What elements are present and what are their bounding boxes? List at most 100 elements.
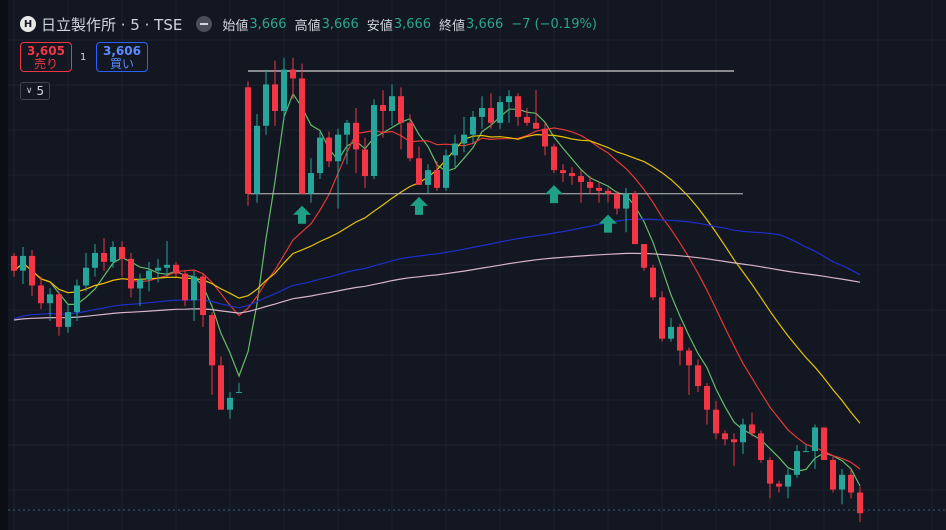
- candle-body: [407, 122, 413, 159]
- candle-body: [425, 170, 431, 185]
- buy-button[interactable]: 3,606 買い: [96, 42, 148, 72]
- candle: [443, 149, 449, 191]
- candle: [254, 113, 260, 203]
- arrow-up-icon: [410, 196, 428, 215]
- candle-body: [749, 424, 755, 434]
- candle: [47, 288, 53, 321]
- sell-label: 売り: [33, 57, 58, 71]
- candle-body: [65, 312, 71, 327]
- candle-body: [137, 279, 143, 289]
- candle: [857, 486, 863, 523]
- candle-body: [857, 492, 863, 514]
- close-label: 終値: [439, 18, 466, 34]
- candle-body: [578, 176, 584, 182]
- candle: [299, 63, 305, 194]
- candle-body: [605, 190, 611, 194]
- candle-body: [434, 170, 440, 188]
- candle-body: [29, 255, 35, 286]
- candle: [434, 161, 440, 191]
- candle-body: [812, 427, 818, 452]
- candle-body: [191, 276, 197, 301]
- candle-body: [686, 350, 692, 366]
- candle: [56, 291, 62, 336]
- candle: [137, 273, 143, 307]
- candle: [272, 60, 278, 126]
- candle: [128, 252, 134, 298]
- candle: [74, 279, 80, 321]
- change-value: −7 (−0.19%): [511, 16, 597, 32]
- candle-body: [533, 122, 539, 129]
- horizontal-lines: [248, 70, 743, 195]
- symbol-title[interactable]: 日立製作所 · 5 · TSE: [41, 15, 183, 34]
- high-label: 高値: [294, 18, 321, 34]
- candle: [380, 90, 386, 138]
- candle: [722, 430, 728, 446]
- candle: [749, 412, 755, 437]
- candle: [659, 291, 665, 342]
- candle: [830, 457, 836, 493]
- interval-dropdown[interactable]: ∨ 5: [20, 82, 50, 100]
- candle: [371, 99, 377, 180]
- candle: [785, 468, 791, 499]
- candle-body: [74, 285, 80, 313]
- candle: [29, 249, 35, 296]
- symbol-logo-icon: H: [20, 16, 36, 32]
- candle: [794, 445, 800, 478]
- legend-header: H 日立製作所 · 5 · TSE 始値 3,666 高値 3,666 安値 3,66…: [20, 12, 597, 36]
- candle-body: [821, 427, 827, 460]
- candle-body: [668, 326, 674, 339]
- candle: [83, 252, 89, 292]
- candle-body: [389, 96, 395, 111]
- candle-body: [848, 474, 854, 493]
- candle: [227, 391, 233, 419]
- candle-body: [362, 149, 368, 177]
- interval-value: 5: [36, 84, 45, 98]
- candle: [506, 90, 512, 123]
- candle-body: [479, 108, 485, 117]
- candle: [344, 119, 350, 165]
- candle-body: [308, 173, 314, 194]
- candle: [596, 181, 602, 203]
- candle-body: [722, 433, 728, 440]
- ohlc-values: 始値 3,666 高値 3,666 安値 3,666 終値 3,666 −7 (−0.1…: [222, 15, 597, 34]
- candle-body: [776, 483, 782, 487]
- ma-line-short: [13, 92, 861, 487]
- candle-body: [641, 244, 647, 268]
- candle: [614, 190, 620, 215]
- candle: [20, 247, 26, 284]
- candle-body: [731, 439, 737, 443]
- candle-body: [713, 409, 719, 434]
- minus-icon: [200, 23, 209, 25]
- candle-body: [236, 391, 242, 393]
- candle-body: [470, 116, 476, 135]
- open-label: 始値: [222, 18, 249, 34]
- open-value: 3,666: [249, 16, 287, 32]
- signal-markers: [293, 185, 617, 233]
- candle-body: [695, 365, 701, 387]
- candle-body: [263, 84, 269, 126]
- candle-body: [398, 96, 404, 123]
- candle: [101, 238, 107, 271]
- candle: [245, 81, 251, 206]
- candle: [740, 418, 746, 455]
- candle-body: [353, 122, 359, 150]
- candle: [416, 146, 422, 185]
- candle-body: [56, 294, 62, 327]
- candle: [578, 170, 584, 203]
- candle: [263, 69, 269, 135]
- candle-body: [650, 267, 656, 298]
- collapse-legend-button[interactable]: [196, 16, 213, 32]
- candle-body: [497, 102, 503, 123]
- arrow-up-icon: [599, 214, 617, 233]
- sell-price: 3,605: [27, 44, 65, 58]
- candle-body: [506, 96, 512, 103]
- sell-button[interactable]: 3,605 売り: [20, 42, 72, 72]
- candle-body: [569, 173, 575, 177]
- candle: [335, 128, 341, 209]
- candle-body: [281, 69, 287, 111]
- candle-body: [380, 105, 386, 111]
- candle-body: [128, 258, 134, 289]
- candle-body: [344, 122, 350, 135]
